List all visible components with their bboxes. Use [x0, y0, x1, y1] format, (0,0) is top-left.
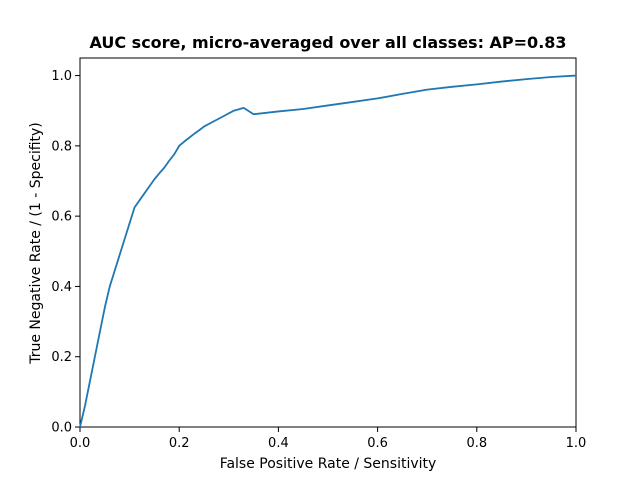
y-tick-label: 1.0 — [51, 69, 72, 84]
roc-series-line — [79, 74, 577, 428]
y-tick-label: 0.4 — [51, 280, 72, 295]
plot-frame — [79, 57, 577, 428]
y-axis-label: True Negative Rate / (1 - Specifity) — [28, 122, 44, 365]
y-tick-label: 0.2 — [51, 350, 72, 365]
y-axis: 0.0 0.2 0.4 0.6 0.8 1.0 — [51, 69, 80, 436]
x-axis: 0.0 0.2 0.4 0.6 0.8 1.0 — [70, 427, 587, 451]
y-tick-label: 0.6 — [51, 210, 72, 225]
x-tick-label: 0.0 — [70, 436, 91, 451]
y-tick-label: 0.8 — [51, 139, 72, 154]
x-tick-label: 0.6 — [367, 436, 388, 451]
y-tick-label: 0.0 — [51, 421, 72, 436]
x-tick-label: 0.4 — [268, 436, 289, 451]
series-layer — [79, 74, 577, 428]
x-axis-label: False Positive Rate / Sensitivity — [220, 456, 437, 472]
chart-title: AUC score, micro-averaged over all class… — [89, 33, 566, 52]
x-tick-label: 0.2 — [169, 436, 190, 451]
x-tick-label: 1.0 — [566, 436, 587, 451]
x-tick-label: 0.8 — [466, 436, 487, 451]
